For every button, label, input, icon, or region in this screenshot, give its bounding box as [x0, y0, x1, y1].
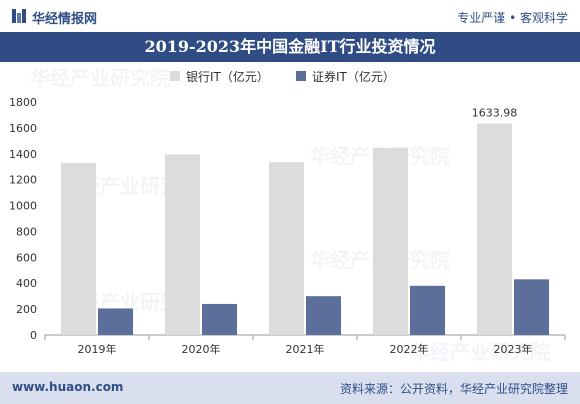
y-tick-label: 400 — [16, 277, 37, 290]
top-bar: 华经情报网 专业严谨 • 客观科学 — [0, 0, 580, 32]
logo-text: 华经情报网 — [32, 12, 98, 27]
bar-bank-it — [61, 162, 96, 335]
title-bar: 2019-2023年中国金融IT行业投资情况 — [0, 32, 580, 62]
x-tick-label: 2022年 — [390, 342, 429, 356]
legend-swatch-bank — [170, 71, 180, 81]
chart-title: 2019-2023年中国金融IT行业投资情况 — [144, 37, 436, 56]
x-tick-label: 2021年 — [286, 342, 325, 356]
bar-securities-it — [98, 308, 133, 335]
legend-label-securities: 证券IT（亿元） — [312, 70, 395, 84]
slogan: 专业严谨 • 客观科学 — [457, 11, 568, 25]
y-tick-label: 200 — [16, 303, 37, 316]
bar-securities-it — [514, 279, 549, 335]
bar-bank-it — [165, 154, 200, 335]
x-tick-label: 2020年 — [182, 342, 221, 356]
y-tick-label: 800 — [16, 225, 37, 238]
footer-url[interactable]: www.huaon.com — [12, 380, 124, 394]
x-tick-label: 2019年 — [78, 342, 117, 356]
x-tick-label: 2023年 — [494, 342, 533, 356]
y-tick-label: 1200 — [9, 174, 37, 187]
logo-icon — [12, 9, 26, 23]
bar-chart: 0 200 400 600 800 1000 1200 1400 1600 1800 2019年 20… — [9, 96, 566, 356]
y-tick-label: 0 — [30, 329, 37, 342]
bar-bank-it — [269, 162, 304, 335]
legend-label-bank: 银行IT（亿元） — [186, 70, 269, 84]
y-tick-label: 1400 — [9, 148, 37, 161]
y-tick-label: 1600 — [9, 122, 37, 135]
legend-swatch-securities — [296, 71, 306, 81]
footer: www.huaon.com 资料来源：公开资料，华经产业研究院整理 — [0, 372, 580, 404]
y-tick-label: 1000 — [9, 200, 37, 213]
y-tick-label: 1800 — [9, 96, 37, 109]
bar-bank-it — [477, 123, 512, 336]
y-tick-label: 600 — [16, 251, 37, 264]
bar-bank-it — [373, 147, 408, 335]
footer-source: 资料来源：公开资料，华经产业研究院整理 — [339, 382, 568, 396]
bar-securities-it — [306, 296, 341, 335]
bar-securities-it — [410, 285, 445, 335]
data-label: 1633.98 — [472, 106, 518, 119]
bar-securities-it — [202, 303, 237, 335]
